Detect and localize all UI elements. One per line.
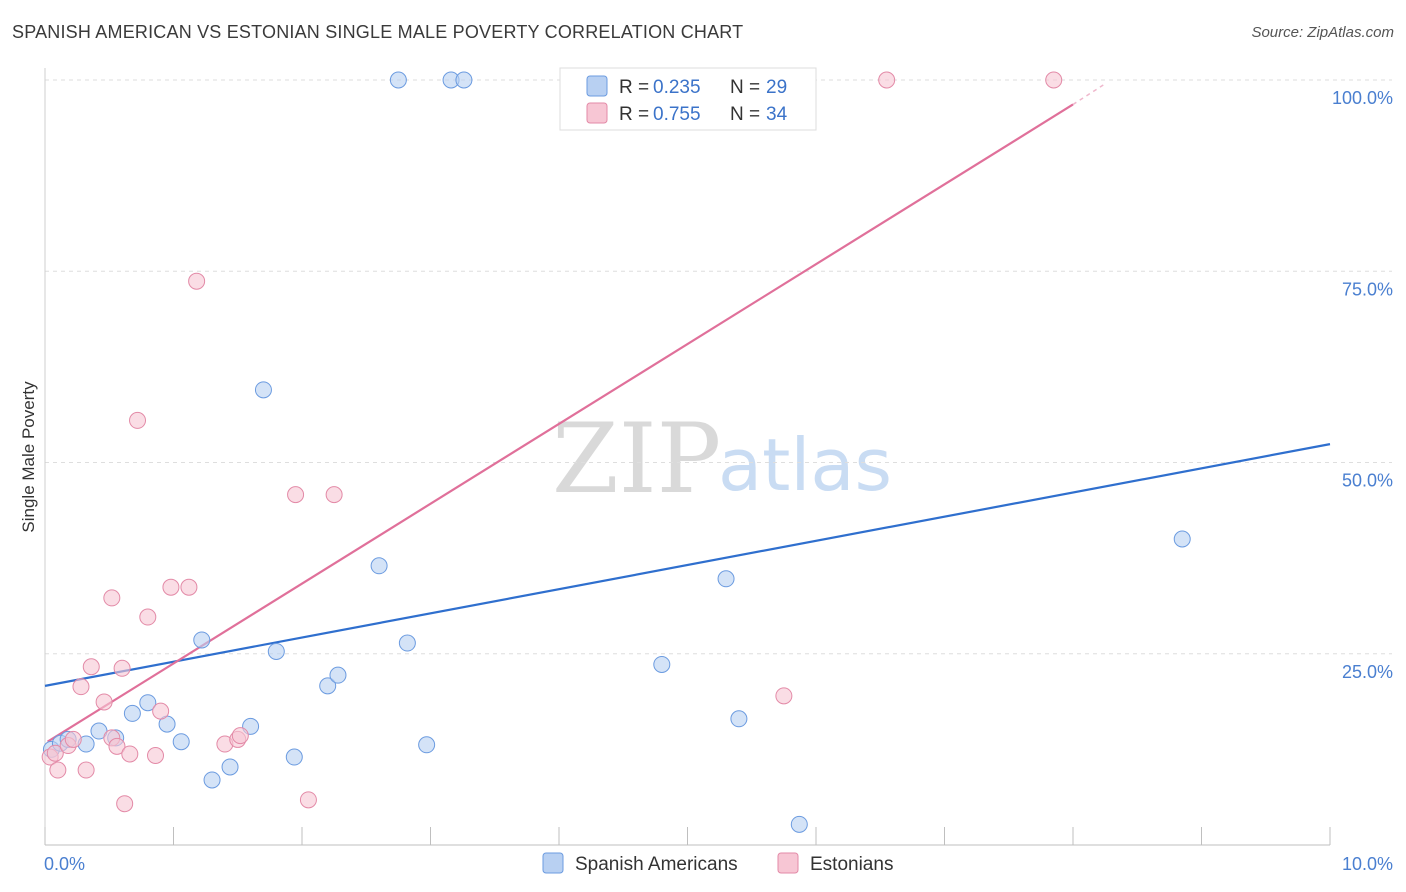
legend-r-label-0: R = — [619, 77, 649, 98]
spanish-american-point — [221, 758, 239, 776]
legend-swatch-spanish — [586, 75, 608, 97]
estonian-point — [72, 678, 90, 696]
estonian-point — [77, 761, 95, 779]
chart-title: SPANISH AMERICAN VS ESTONIAN SINGLE MALE… — [12, 22, 744, 42]
spanish-american-point — [254, 381, 272, 399]
estonian-point — [108, 737, 126, 755]
spanish-american-point — [123, 704, 141, 722]
legend-r-value-0: 0.235 — [653, 77, 701, 98]
spanish-american-point — [267, 642, 285, 660]
estonian-point — [878, 71, 896, 89]
bottom-legend-swatch-estonian — [777, 852, 799, 874]
bottom-legend-label-spanish: Spanish Americans — [575, 854, 738, 875]
spanish-american-point — [1173, 530, 1191, 548]
legend-n-label-0: N = — [730, 77, 760, 98]
estonian-point — [113, 659, 131, 677]
spanish-american-point — [139, 694, 157, 712]
spanish-american-point — [172, 733, 190, 751]
legend-r-label-1: R = — [619, 104, 649, 125]
bottom-legend-swatch-spanish — [542, 852, 564, 874]
y-tick-label: 75.0% — [1342, 279, 1393, 299]
watermark-zip: ZIP — [552, 403, 721, 515]
estonian-point — [64, 730, 82, 748]
spanish-american-point — [203, 771, 221, 789]
spanish-american-point — [717, 570, 735, 588]
bottom-legend: Spanish Americans Estonians — [542, 852, 893, 875]
estonian-point — [139, 608, 157, 626]
estonian-point — [152, 702, 170, 720]
gridlines — [45, 79, 1392, 655]
estonian-trend-line — [46, 103, 1074, 743]
estonian-point — [49, 761, 67, 779]
spanish-american-trend-line — [44, 443, 1331, 687]
estonian-point — [188, 272, 206, 290]
tick-labels: 25.0% 50.0% 75.0% 100.0% 0.0% 10.0% — [44, 88, 1393, 874]
estonian-point — [95, 693, 113, 711]
estonian-point — [231, 727, 249, 745]
spanish-american-point — [329, 666, 347, 684]
data-points — [41, 71, 1191, 833]
spanish-american-point — [730, 710, 748, 728]
legend-n-value-1: 34 — [766, 104, 788, 125]
legend-r-value-1: 0.755 — [653, 104, 701, 125]
spanish-american-point — [653, 655, 671, 673]
estonian-point — [1045, 71, 1063, 89]
spanish-american-point — [285, 748, 303, 766]
spanish-american-point — [455, 71, 473, 89]
spanish-american-point — [319, 677, 337, 695]
estonian-point — [325, 486, 343, 504]
legend-swatch-estonian — [586, 102, 608, 124]
top-legend: R = 0.235 N = 29 R = 0.755 N = 34 — [559, 67, 817, 131]
y-tick-label: 50.0% — [1342, 471, 1393, 491]
legend-n-label-1: N = — [730, 104, 760, 125]
estonian-point — [287, 486, 305, 504]
axes — [44, 68, 1331, 846]
estonian-point — [121, 745, 139, 763]
estonian-point — [82, 658, 100, 676]
spanish-american-point — [398, 634, 416, 652]
estonian-trend-extension — [1072, 83, 1106, 106]
estonian-point — [103, 589, 121, 607]
x-tick-label: 10.0% — [1342, 854, 1393, 874]
spanish-american-point — [370, 557, 388, 575]
watermark-atlas: atlas — [718, 423, 892, 507]
spanish-american-point — [418, 736, 436, 754]
estonian-point — [162, 578, 180, 596]
bottom-legend-label-estonian: Estonians — [810, 854, 893, 875]
spanish-american-point — [389, 71, 407, 89]
estonian-point — [116, 795, 134, 813]
spanish-american-point — [193, 631, 211, 649]
y-tick-label: 25.0% — [1342, 662, 1393, 682]
y-tick-label: 100.0% — [1332, 88, 1393, 108]
x-tick-label: 0.0% — [44, 854, 85, 874]
estonian-point — [180, 578, 198, 596]
spanish-american-point — [790, 815, 808, 833]
estonian-point — [46, 744, 64, 762]
legend-n-value-0: 29 — [766, 77, 787, 98]
trend-lines — [44, 83, 1331, 743]
y-axis-title: Single Male Poverty — [19, 381, 38, 533]
estonian-point — [129, 411, 147, 429]
source-label: Source: ZipAtlas.com — [1251, 24, 1394, 41]
estonian-point — [775, 687, 793, 705]
estonian-point — [299, 791, 317, 809]
estonian-point — [147, 746, 165, 764]
